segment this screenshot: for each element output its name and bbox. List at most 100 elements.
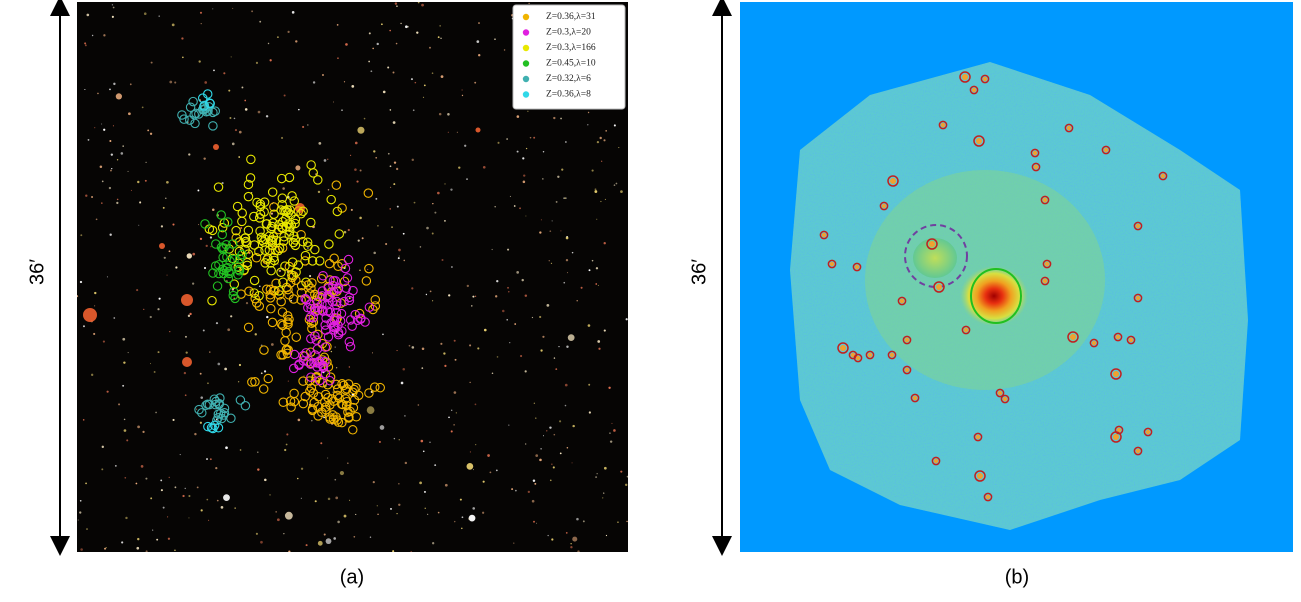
member-circle — [185, 102, 196, 113]
star — [559, 420, 562, 423]
star — [238, 130, 242, 134]
source-dot — [1145, 429, 1151, 435]
star — [122, 384, 125, 387]
member-circle — [217, 229, 228, 240]
star — [199, 372, 202, 375]
source-dot — [1070, 334, 1076, 340]
star — [542, 178, 544, 180]
member-circle — [333, 329, 344, 340]
star — [464, 144, 467, 147]
star — [414, 81, 417, 84]
star — [300, 467, 304, 470]
member-circle — [347, 321, 357, 331]
star — [91, 195, 94, 199]
member-circle — [286, 209, 296, 220]
star — [356, 180, 359, 183]
star — [198, 60, 201, 63]
member-circle — [306, 372, 316, 382]
source-circle — [910, 393, 920, 403]
member-circle — [361, 276, 372, 286]
legend-label: Z=0.3,λ=166 — [546, 43, 596, 53]
member-circle — [298, 206, 308, 217]
member-circle — [233, 264, 244, 275]
star — [453, 339, 456, 342]
member-circle — [207, 225, 218, 236]
source-circle — [1158, 171, 1168, 181]
star — [287, 30, 290, 33]
member-circle — [329, 315, 340, 326]
star — [410, 551, 413, 552]
member-circle — [263, 253, 273, 264]
member-circle — [221, 240, 231, 250]
member-circle — [320, 368, 331, 379]
source-dot — [940, 122, 946, 128]
member-circle — [293, 260, 304, 270]
caption: (b) — [1005, 566, 1029, 588]
star — [609, 432, 611, 434]
star — [427, 513, 429, 515]
star — [327, 189, 330, 191]
star — [564, 141, 567, 143]
star — [188, 153, 191, 156]
star — [447, 131, 449, 133]
star — [215, 466, 218, 470]
star — [405, 25, 408, 29]
star — [617, 521, 619, 523]
member-circle — [285, 396, 296, 406]
member-circle — [310, 331, 320, 341]
star — [86, 528, 88, 530]
star — [284, 448, 287, 452]
star — [432, 202, 434, 205]
legend-swatch — [522, 60, 530, 67]
star — [85, 194, 88, 197]
star — [468, 514, 476, 522]
star — [393, 437, 396, 440]
star — [160, 489, 163, 492]
star — [296, 477, 299, 480]
star — [421, 367, 424, 369]
star — [344, 324, 347, 327]
star — [121, 541, 124, 544]
source-circle — [1126, 335, 1136, 345]
star — [528, 2, 530, 4]
star — [336, 23, 339, 26]
star — [183, 371, 187, 375]
member-circle — [216, 210, 226, 220]
member-circle — [259, 345, 269, 355]
star — [603, 492, 605, 494]
star — [327, 457, 329, 459]
star — [549, 479, 552, 482]
star — [323, 416, 325, 419]
member-circle — [203, 421, 213, 432]
star — [286, 433, 289, 436]
source-dot — [1002, 396, 1008, 402]
star — [511, 488, 514, 491]
member-circle — [246, 154, 256, 165]
star — [453, 424, 455, 426]
star — [158, 15, 160, 17]
star — [317, 540, 323, 546]
star — [377, 225, 379, 227]
member-circle — [313, 391, 324, 402]
member-circle — [283, 319, 293, 329]
star — [522, 157, 525, 160]
member-circle — [235, 253, 245, 264]
star — [582, 520, 585, 523]
member-circle — [320, 325, 331, 335]
source-dot — [982, 76, 988, 82]
source-dot — [1113, 434, 1119, 440]
star — [287, 380, 289, 382]
star — [354, 168, 357, 171]
member-circle — [364, 263, 374, 274]
star — [398, 248, 401, 252]
source-circle — [969, 85, 979, 95]
source-dot — [963, 327, 969, 333]
member-circle — [288, 237, 299, 248]
star — [422, 450, 425, 453]
star — [471, 305, 473, 307]
source-dot — [1135, 448, 1141, 454]
member-circle — [218, 252, 228, 263]
member-circle — [265, 258, 276, 268]
member-circle — [343, 254, 354, 265]
star — [390, 507, 392, 510]
